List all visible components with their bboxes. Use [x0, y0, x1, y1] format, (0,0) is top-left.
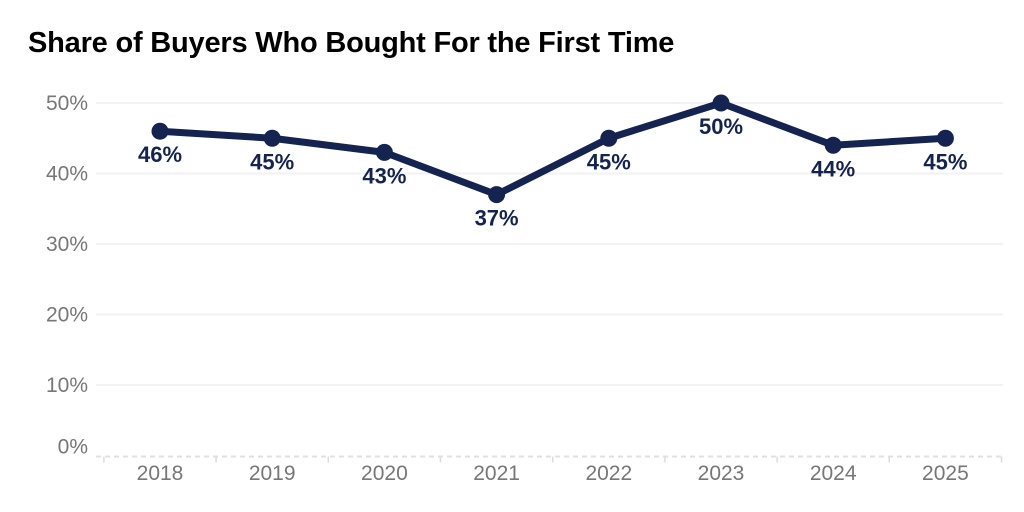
chart-title: Share of Buyers Who Bought For the First… — [28, 27, 675, 59]
x-tick-label: 2022 — [585, 462, 632, 485]
data-label: 45% — [587, 149, 631, 174]
y-tick-label: 40% — [46, 163, 88, 186]
x-tick-label: 2020 — [361, 462, 408, 485]
y-tick-label: 20% — [46, 304, 88, 327]
data-label: 50% — [699, 114, 743, 139]
x-tick-label: 2025 — [922, 462, 969, 485]
data-label: 43% — [362, 163, 406, 188]
data-point — [824, 136, 842, 154]
y-tick-label: 30% — [46, 233, 88, 256]
data-label: 44% — [811, 156, 855, 181]
trend-line — [156, 99, 949, 199]
y-tick-label: 0% — [58, 436, 88, 459]
data-point — [600, 129, 618, 147]
data-label: 45% — [250, 149, 294, 174]
data-label: 46% — [138, 142, 182, 167]
data-point — [263, 129, 281, 147]
data-point — [151, 122, 169, 140]
y-tick-label: 10% — [46, 374, 88, 397]
x-tick-label: 2023 — [698, 462, 745, 485]
data-label: 37% — [475, 206, 519, 231]
data-label: 45% — [923, 149, 967, 174]
x-tick-label: 2021 — [473, 462, 520, 485]
x-tick-label: 2024 — [810, 462, 857, 485]
y-tick-label: 50% — [46, 92, 88, 115]
data-point — [712, 94, 730, 112]
data-point — [375, 143, 393, 161]
data-point — [936, 129, 954, 147]
x-tick-label: 2019 — [249, 462, 296, 485]
x-tick-label: 2018 — [137, 462, 184, 485]
data-point — [488, 186, 506, 204]
